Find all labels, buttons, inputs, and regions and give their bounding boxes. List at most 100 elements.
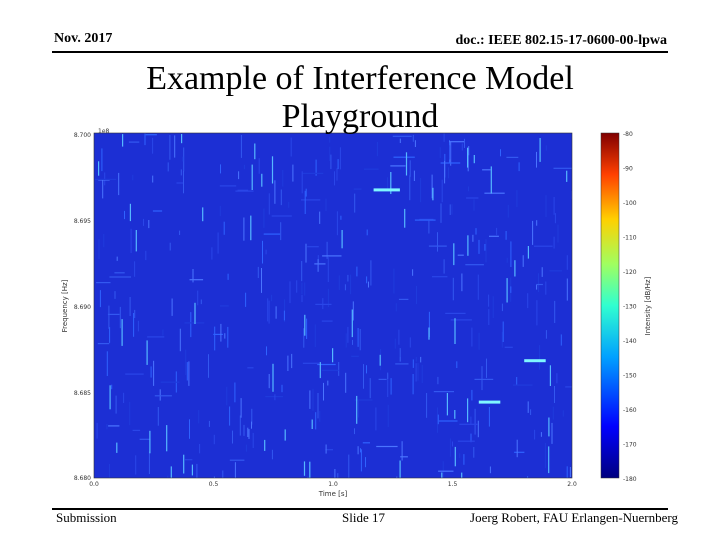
y-tick-label: 8.680 <box>74 475 91 482</box>
noise-mark <box>200 299 202 305</box>
noise-mark <box>232 430 233 444</box>
noise-mark <box>438 470 454 472</box>
noise-mark <box>514 451 525 453</box>
noise-mark <box>305 243 307 263</box>
noise-mark <box>444 160 446 184</box>
slide-title-line1: Example of Interference Model <box>146 60 574 97</box>
noise-mark <box>545 330 547 339</box>
noise-mark <box>292 164 294 182</box>
noise-mark <box>350 274 352 295</box>
noise-mark <box>109 385 111 410</box>
noise-mark <box>103 234 105 248</box>
noise-mark <box>247 367 254 369</box>
noise-mark <box>280 189 282 206</box>
noise-mark <box>198 410 200 424</box>
noise-mark <box>345 372 347 393</box>
noise-mark <box>280 222 282 241</box>
noise-mark <box>396 476 398 478</box>
noise-mark <box>96 422 98 439</box>
noise-mark <box>115 395 117 414</box>
noise-mark <box>354 399 373 401</box>
noise-mark <box>393 268 395 294</box>
noise-mark <box>414 219 436 221</box>
noise-mark <box>443 259 445 274</box>
noise-mark <box>327 380 329 386</box>
noise-mark <box>325 444 327 454</box>
noise-mark <box>441 472 443 478</box>
noise-mark <box>190 312 192 338</box>
noise-mark <box>440 203 442 223</box>
noise-mark <box>314 324 316 347</box>
noise-mark <box>510 286 512 293</box>
noise-mark <box>129 203 131 222</box>
noise-mark <box>183 454 185 474</box>
noise-mark <box>121 319 123 346</box>
noise-mark <box>454 318 456 344</box>
noise-mark <box>484 244 486 251</box>
spectrogram-figure: 1e8 8.700 8.695 8.690 8.685 8.680 Freque… <box>61 128 652 498</box>
noise-mark <box>449 204 451 215</box>
noise-mark <box>473 199 475 211</box>
noise-mark <box>160 381 180 383</box>
noise-mark <box>390 172 392 194</box>
noise-mark <box>322 298 324 310</box>
noise-mark <box>116 442 118 453</box>
noise-mark <box>106 351 108 376</box>
noise-mark <box>553 236 555 249</box>
noise-mark <box>329 137 331 143</box>
noise-mark <box>534 429 536 440</box>
noise-mark <box>239 415 241 436</box>
noise-mark <box>182 156 184 162</box>
colorbar-tick: -150 <box>623 373 637 380</box>
noise-mark <box>539 138 541 162</box>
spectrogram-bursts <box>373 188 546 404</box>
noise-mark <box>518 162 520 172</box>
noise-mark <box>119 306 121 329</box>
noise-mark <box>501 331 503 348</box>
noise-mark <box>449 141 465 143</box>
noise-mark <box>274 394 276 401</box>
footer-author: Joerg Robert, FAU Erlangen-Nuernberg <box>470 510 678 525</box>
noise-mark <box>540 432 542 437</box>
noise-mark <box>145 134 157 136</box>
noise-mark <box>454 410 456 419</box>
noise-mark <box>416 285 417 305</box>
noise-mark <box>327 288 329 308</box>
noise-mark <box>532 220 534 245</box>
noise-mark <box>304 282 306 296</box>
noise-mark <box>340 215 342 220</box>
noise-mark <box>338 362 340 376</box>
x-axis: 0.0 0.5 1.0 1.5 2.0 Time [s] <box>89 481 577 498</box>
x-tick-label: 1.5 <box>448 481 458 488</box>
noise-mark <box>290 137 292 157</box>
noise-mark <box>237 189 249 191</box>
noise-mark <box>321 320 333 322</box>
noise-mark <box>146 340 148 365</box>
noise-mark <box>109 464 110 478</box>
noise-mark <box>96 282 111 284</box>
footer-submission: Submission <box>56 510 117 525</box>
noise-mark <box>569 467 571 477</box>
noise-mark <box>332 348 334 363</box>
x-tick-label: 0.5 <box>209 481 219 488</box>
noise-mark <box>345 333 347 348</box>
noise-mark <box>248 429 250 439</box>
noise-mark <box>262 240 263 264</box>
noise-mark <box>129 297 131 316</box>
noise-mark <box>450 141 452 166</box>
noise-mark <box>445 312 466 314</box>
noise-mark <box>149 430 151 454</box>
noise-mark <box>510 241 512 267</box>
noise-mark <box>506 278 508 303</box>
colorbar-tick: -140 <box>623 338 637 345</box>
noise-mark <box>557 224 559 243</box>
noise-mark <box>291 353 293 369</box>
noise-mark <box>336 168 338 181</box>
noise-mark <box>365 457 366 468</box>
noise-mark <box>452 277 454 301</box>
noise-mark <box>106 424 108 430</box>
noise-mark <box>428 245 447 247</box>
colorbar-gradient <box>600 132 620 479</box>
noise-mark <box>137 320 139 332</box>
noise-mark <box>303 461 306 476</box>
